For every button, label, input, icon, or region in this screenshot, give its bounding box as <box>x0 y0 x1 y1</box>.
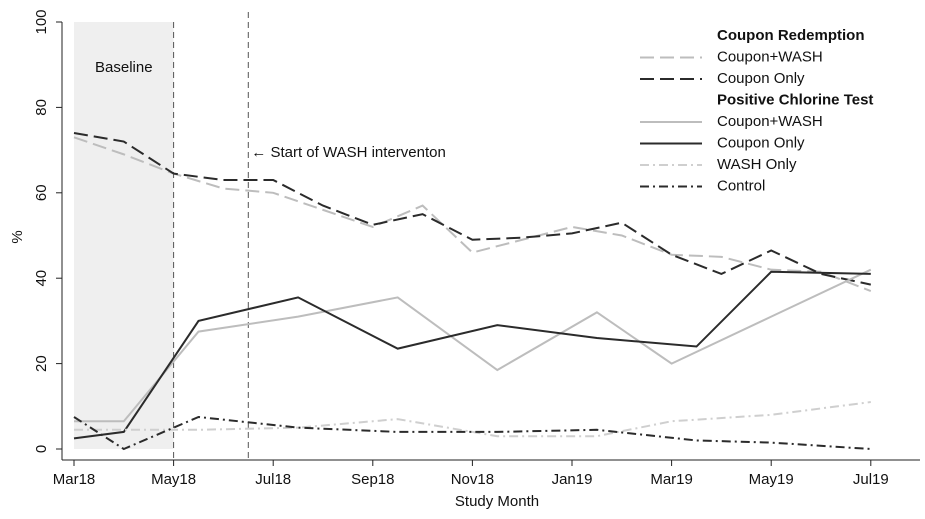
legend-label: Coupon Only <box>717 134 805 151</box>
series-line <box>73 415 871 451</box>
x-axis-label: Study Month <box>455 493 539 510</box>
y-axis-label: % <box>9 230 26 243</box>
legend-heading: Coupon Redemption <box>717 27 864 44</box>
annotation: ← Start of WASH interventon <box>251 144 446 161</box>
legend-label: WASH Only <box>717 156 797 173</box>
legend-label: Control <box>717 177 765 194</box>
x-tick-label: Nov18 <box>451 471 494 488</box>
y-tick-label: 40 <box>33 270 50 287</box>
x-tick-label: May18 <box>151 471 196 488</box>
x-tick-label: Jan19 <box>552 471 593 488</box>
series-line <box>73 136 872 292</box>
series-line <box>73 132 872 286</box>
y-tick-label: 60 <box>33 184 50 201</box>
legend-heading: Positive Chlorine Test <box>717 91 873 108</box>
y-tick-label: 80 <box>33 99 50 116</box>
y-tick-label: 20 <box>33 355 50 372</box>
x-tick-label: May19 <box>749 471 794 488</box>
x-tick-label: Mar19 <box>650 471 693 488</box>
x-tick-label: Jul18 <box>255 471 291 488</box>
y-tick-label: 100 <box>33 9 50 34</box>
legend-label: Coupon+WASH <box>717 113 823 130</box>
legend-label: Coupon Only <box>717 70 805 87</box>
y-tick-label: 0 <box>33 445 50 453</box>
baseline-region <box>74 22 174 449</box>
baseline-label: Baseline <box>95 59 153 76</box>
x-tick-label: Mar18 <box>53 471 96 488</box>
x-tick-label: Sep18 <box>351 471 394 488</box>
x-tick-label: Jul19 <box>853 471 889 488</box>
series-line <box>73 270 871 440</box>
series-line <box>74 401 871 438</box>
legend-label: Coupon+WASH <box>717 48 823 65</box>
